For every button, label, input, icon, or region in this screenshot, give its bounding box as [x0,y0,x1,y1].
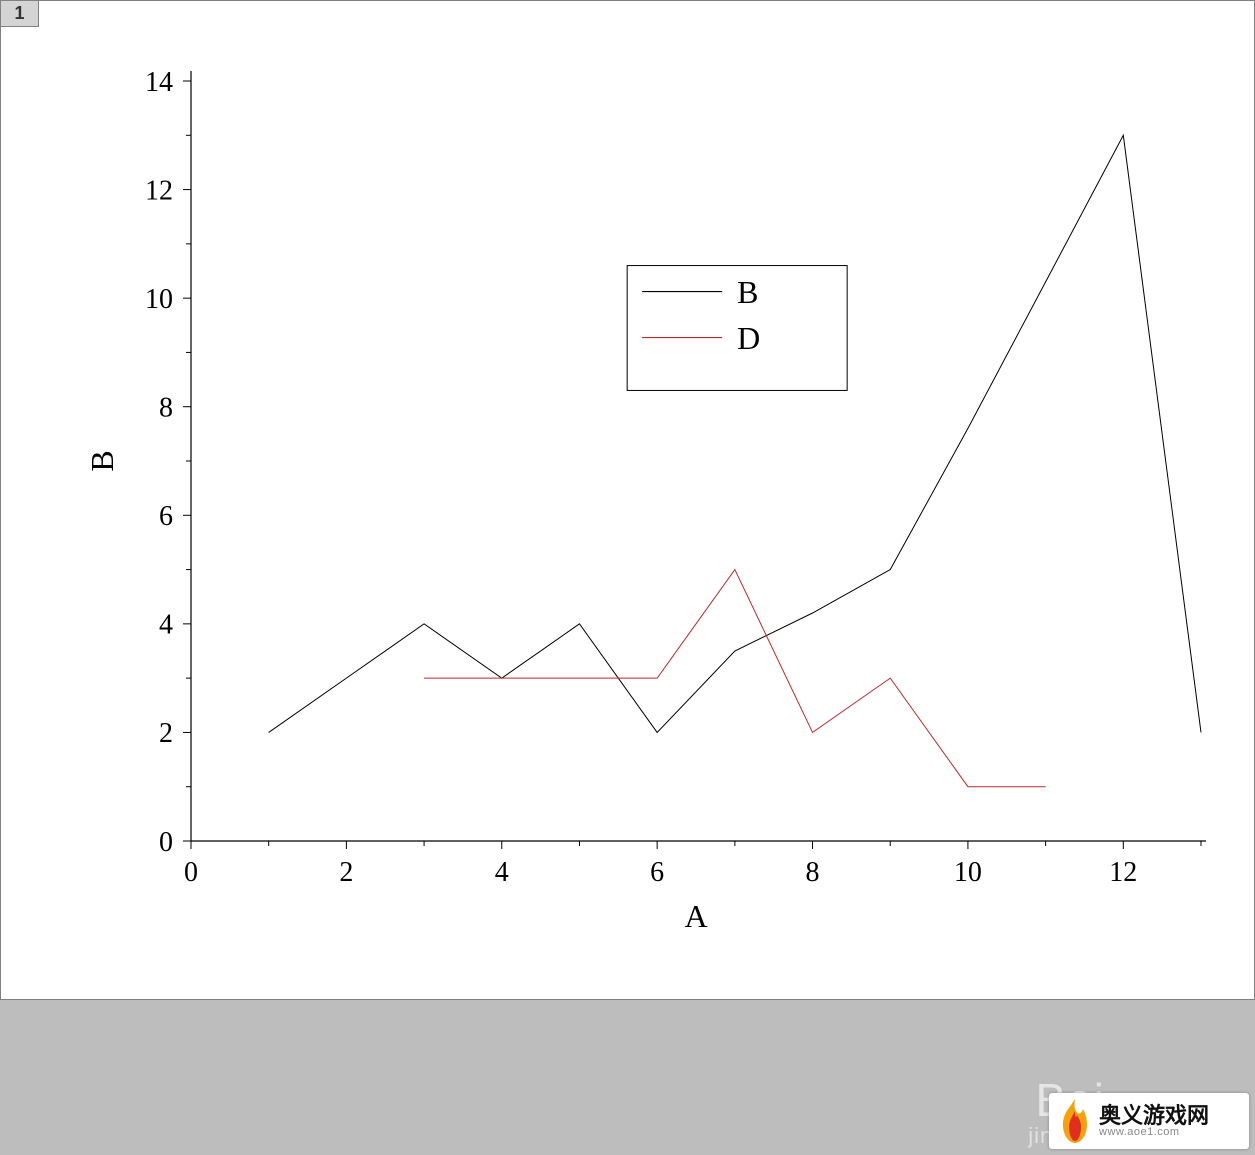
svg-text:B: B [84,450,120,471]
flame-icon [1055,1097,1095,1145]
svg-text:4: 4 [159,610,173,641]
svg-text:D: D [737,320,760,356]
sheet-tab-label: 1 [14,3,24,24]
svg-text:6: 6 [650,857,664,888]
site-badge: 奥义游戏网 www.aoe1.com [1049,1093,1249,1149]
svg-text:10: 10 [954,857,982,888]
sheet-tab[interactable]: 1 [1,1,39,27]
svg-text:0: 0 [184,857,198,888]
svg-text:12: 12 [145,175,173,206]
svg-text:A: A [684,898,707,934]
svg-text:8: 8 [806,857,820,888]
svg-text:0: 0 [159,827,173,858]
chart-panel: 1 02468101202468101214ABBD [0,0,1255,1000]
svg-text:14: 14 [145,67,173,98]
line-chart: 02468101202468101214ABBD [61,41,1221,971]
svg-text:6: 6 [159,501,173,532]
svg-text:B: B [737,274,758,310]
svg-text:10: 10 [145,284,173,315]
badge-text: 奥义游戏网 www.aoe1.com [1099,1104,1209,1139]
badge-sub: www.aoe1.com [1099,1127,1209,1139]
chart-container: 02468101202468101214ABBD [61,41,1221,971]
svg-text:12: 12 [1109,857,1137,888]
root: 1 02468101202468101214ABBD Bai jingyan 奥… [0,0,1255,1155]
svg-text:2: 2 [159,718,173,749]
svg-text:8: 8 [159,393,173,424]
badge-title: 奥义游戏网 [1099,1104,1209,1127]
svg-text:4: 4 [495,857,509,888]
svg-text:2: 2 [339,857,353,888]
